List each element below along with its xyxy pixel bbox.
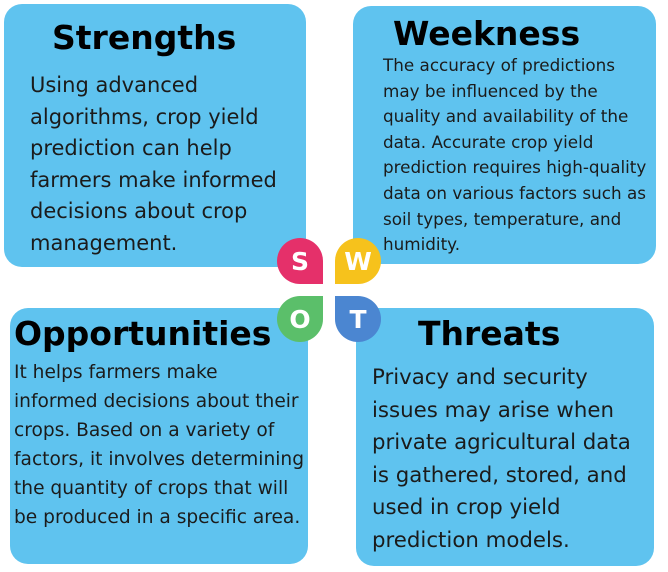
- opportunities-text: It helps farmers make informed decisions…: [14, 362, 304, 528]
- strengths-text: Using advanced algorithms, crop yield pr…: [30, 73, 277, 255]
- threats-card: Threats Privacy and security issues may …: [356, 308, 654, 566]
- weakness-title: Weekness: [393, 14, 581, 53]
- strengths-title: Strengths: [52, 18, 237, 57]
- w-petal-icon: W: [335, 238, 381, 284]
- opportunities-title: Opportunities: [14, 314, 272, 353]
- threats-text: Privacy and security issues may arise wh…: [372, 365, 631, 553]
- opportunities-card: Opportunities It helps farmers make info…: [10, 308, 308, 564]
- strengths-card: Strengths Using advanced algorithms, cro…: [4, 4, 306, 267]
- weakness-card: Weekness The accuracy of predictions may…: [353, 6, 656, 264]
- o-petal-icon: O: [277, 296, 323, 342]
- weakness-text: The accuracy of predictions may be influ…: [383, 55, 647, 255]
- threats-title: Threats: [418, 314, 561, 353]
- s-petal-icon: S: [277, 238, 323, 284]
- t-petal-icon: T: [335, 296, 381, 342]
